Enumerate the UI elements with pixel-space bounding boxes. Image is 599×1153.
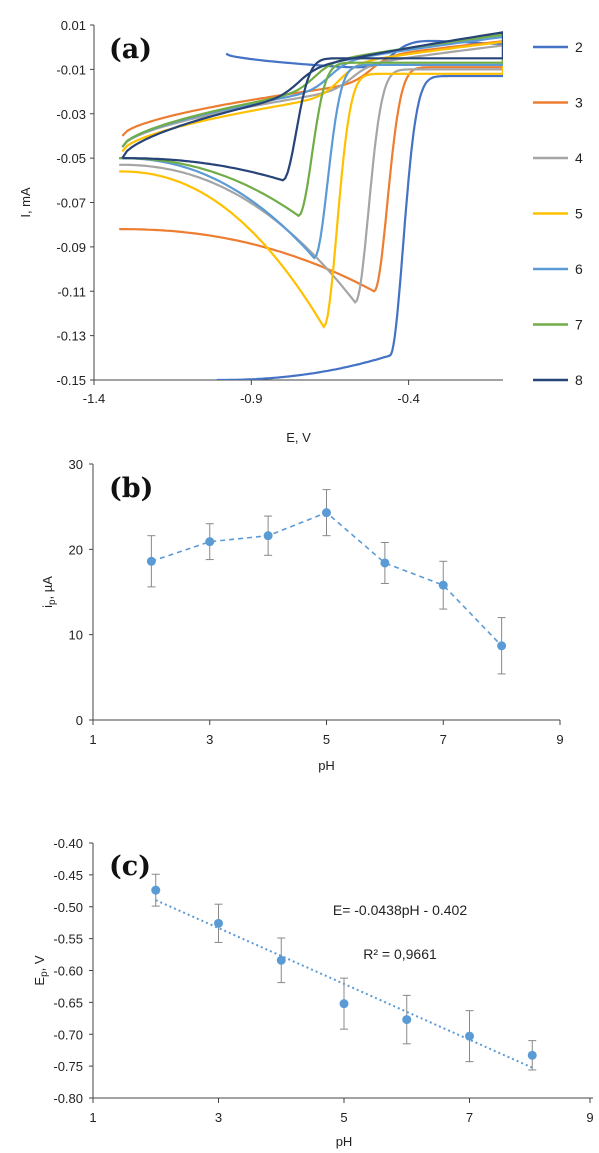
data-point-b: [497, 641, 507, 651]
x-tick-label-c: 3: [215, 1110, 222, 1125]
x-axis-label-a: E, V: [286, 430, 311, 445]
legend-label-7: 7: [575, 317, 583, 333]
y-tick-label-c: -0.65: [53, 995, 83, 1010]
y-tick-label-a: -0.13: [56, 329, 86, 344]
y-tick-label-a: -0.09: [56, 240, 86, 255]
legend-label-6: 6: [575, 261, 583, 277]
y-axis-label-b-main: i: [40, 605, 55, 608]
panel-label-b: (b): [109, 473, 153, 504]
data-point-c: [276, 955, 286, 965]
y-axis-label-b-tail: , µA: [40, 576, 55, 600]
curve-ph-6: [119, 35, 503, 260]
data-point-c: [465, 1031, 474, 1041]
y-tick-label-c: -0.80: [53, 1091, 83, 1106]
data-point-b: [322, 508, 331, 518]
x-tick-label-c: 5: [340, 1110, 347, 1125]
y-axis-label-b-sub: p: [47, 599, 58, 605]
curve-ph-7: [119, 33, 503, 218]
x-tick-label-b: 7: [440, 732, 447, 747]
curve-ph-3: [119, 40, 503, 293]
x-axis-label-b: pH: [318, 758, 335, 773]
y-tick-label-a: -0.01: [56, 62, 86, 77]
curve-ph-5: [119, 40, 503, 329]
data-point-c: [151, 885, 161, 895]
y-axis-label-a: I, mA: [18, 187, 33, 218]
y-tick-label-b: 10: [69, 628, 83, 643]
curve-ph-8: [121, 31, 503, 182]
data-point-c: [214, 918, 223, 928]
y-axis-label-c-sub: p: [39, 971, 50, 977]
x-tick-label-c: 7: [466, 1110, 473, 1125]
legend-label-2: 2: [575, 39, 583, 55]
x-tick-label-b: 3: [206, 732, 213, 747]
y-tick-label-b: 30: [69, 457, 83, 472]
legend-label-3: 3: [575, 95, 583, 111]
data-point-b: [438, 580, 448, 590]
voltammograms: [119, 31, 503, 380]
y-tick-label-c: -0.70: [53, 1027, 83, 1042]
y-tick-label-a: -0.11: [57, 284, 86, 299]
chart-b: 1 3 5 7 9 0 10 20 30 pH ip, µA (b): [40, 457, 564, 773]
y-tick-label-c: -0.45: [53, 868, 83, 883]
chart-a: -1.4 -0.9 -0.4 0.01 -0.01 -0.03 -0.05 -0.07 -0.0…: [18, 18, 583, 445]
data-point-b: [263, 531, 273, 541]
x-tick-label-b: 1: [89, 732, 96, 747]
y-axis-label-c: Ep, V: [32, 955, 50, 985]
y-tick-label-b: 0: [76, 713, 83, 728]
x-tick-label-b: 9: [556, 732, 563, 747]
fit-r2-c: R² = 0,9661: [363, 946, 437, 962]
y-tick-label-a: -0.05: [56, 151, 86, 166]
legend-label-4: 4: [575, 150, 583, 166]
y-tick-label-a: -0.15: [56, 373, 86, 388]
x-tick-label-b: 5: [323, 732, 330, 747]
y-tick-label-c: -0.75: [53, 1059, 83, 1074]
legend-label-8: 8: [575, 372, 583, 388]
fit-equation-c: E= -0.0438pH - 0.402: [333, 902, 467, 918]
data-point-c: [339, 999, 349, 1009]
y-tick-label-c: -0.40: [53, 836, 83, 851]
data-point-b: [205, 537, 215, 547]
y-tick-label-a: -0.03: [56, 107, 86, 122]
y-tick-label-c: -0.55: [53, 932, 83, 947]
x-tick-label-c: 9: [586, 1110, 593, 1125]
x-tick-label-a: -0.9: [240, 391, 262, 406]
x-axis-label-c: pH: [336, 1134, 353, 1149]
y-tick-label-a: -0.07: [56, 196, 86, 211]
y-tick-label-a: 0.01: [61, 18, 86, 33]
data-point-b: [380, 558, 390, 568]
x-tick-label-a: -1.4: [83, 391, 105, 406]
panel-label-a: (a): [109, 34, 152, 65]
y-tick-label-c: -0.60: [53, 964, 83, 979]
legend-label-5: 5: [575, 206, 583, 222]
x-tick-label-a: -0.4: [397, 391, 419, 406]
chart-c: 1 3 5 7 9 -0.40 -0.45 -0.50 -0.55 -0.60 -0.65 -0.70…: [32, 836, 594, 1149]
curve-ph-2: [216, 39, 503, 380]
curve-ph-4: [119, 44, 503, 304]
y-tick-label-c: -0.50: [53, 900, 83, 915]
y-axis-label-c-main: E: [32, 977, 47, 986]
y-axis-label-b: ip, µA: [40, 576, 58, 608]
data-point-b: [146, 556, 156, 566]
x-tick-label-c: 1: [89, 1110, 96, 1125]
data-point-c: [527, 1050, 537, 1060]
y-tick-label-b: 20: [69, 542, 83, 557]
panel-label-c: (c): [109, 851, 151, 882]
y-axis-label-c-tail: , V: [32, 955, 47, 971]
data-point-c: [402, 1015, 412, 1025]
